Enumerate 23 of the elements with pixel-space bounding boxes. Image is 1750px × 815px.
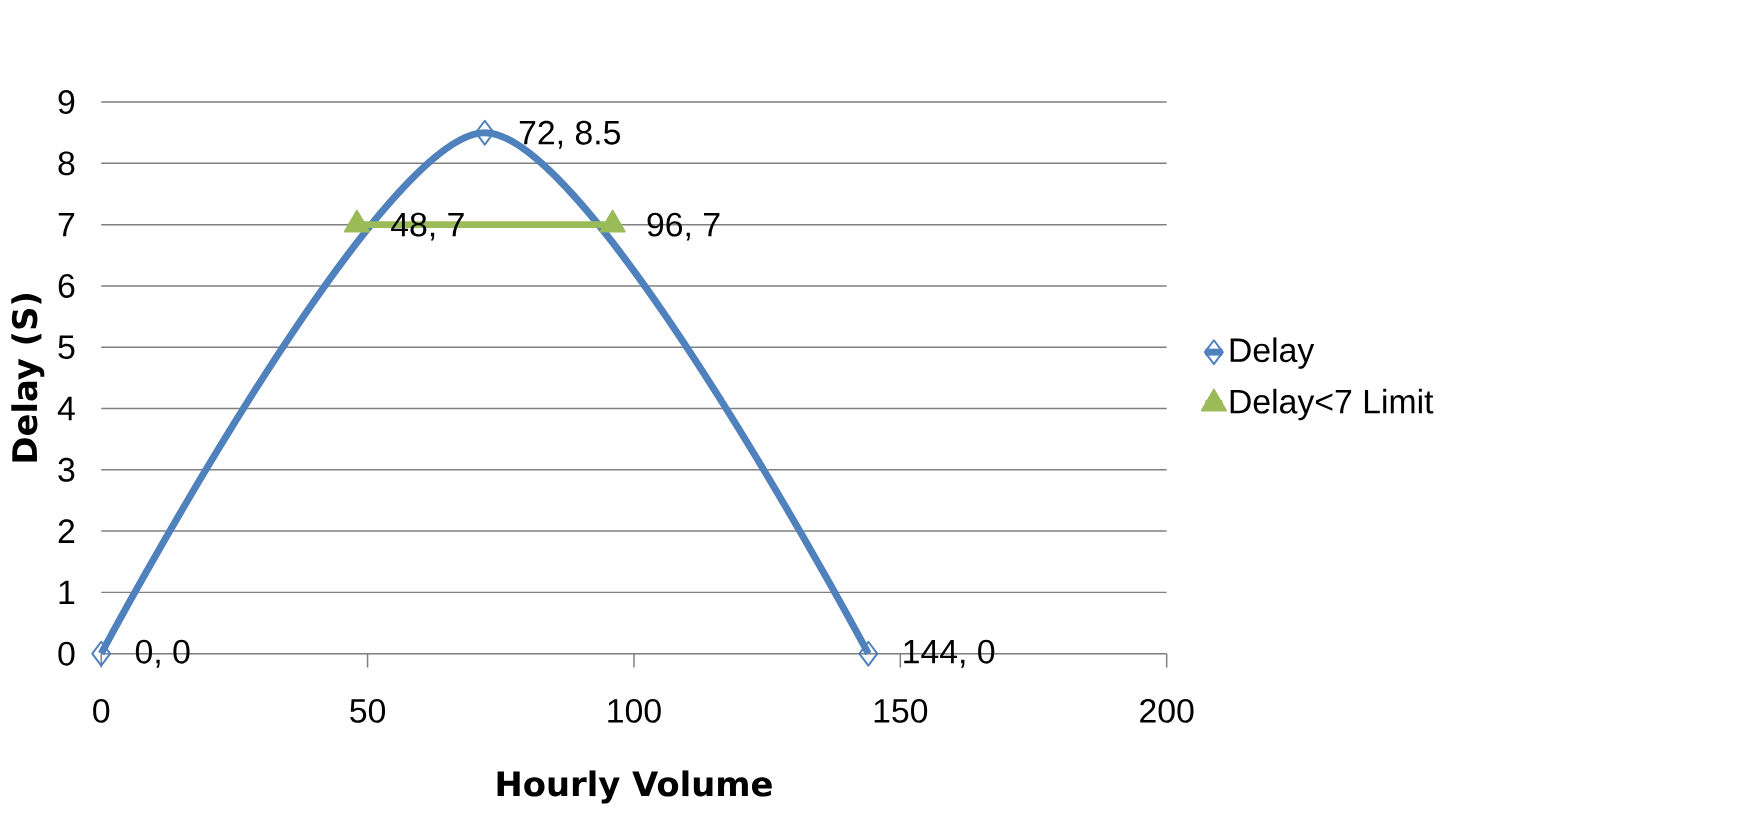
y-tick-label: 0 bbox=[58, 641, 75, 666]
legend-label: Delay<7 Limit bbox=[1230, 388, 1434, 421]
x-tick-label: 150 bbox=[874, 699, 928, 724]
x-tick-label: 100 bbox=[608, 699, 661, 724]
data-label: 96, 7 bbox=[647, 212, 720, 241]
x-tick-label: 0 bbox=[93, 699, 110, 724]
y-tick-label: 3 bbox=[58, 458, 75, 482]
x-axis-title: Hourly Volume bbox=[497, 770, 772, 804]
data-label: 144, 0 bbox=[904, 639, 995, 668]
y-tick-label: 5 bbox=[58, 335, 75, 360]
y-tick-label: 1 bbox=[59, 580, 75, 605]
y-tick-label: 7 bbox=[58, 213, 75, 237]
y-tick-label: 6 bbox=[58, 274, 75, 299]
data-label: 72, 8.5 bbox=[519, 120, 620, 149]
x-tick-label: 200 bbox=[1140, 699, 1194, 724]
data-label: 0, 0 bbox=[135, 639, 190, 668]
y-tick-label: 9 bbox=[58, 90, 75, 115]
x-tick-label: 50 bbox=[350, 699, 386, 724]
legend-label: Delay bbox=[1230, 337, 1315, 370]
y-axis-title: Delay (S) bbox=[11, 294, 45, 462]
y-tick-label: 8 bbox=[58, 151, 75, 176]
y-tick-label: 2 bbox=[58, 519, 75, 544]
y-tick-label: 4 bbox=[57, 397, 75, 421]
